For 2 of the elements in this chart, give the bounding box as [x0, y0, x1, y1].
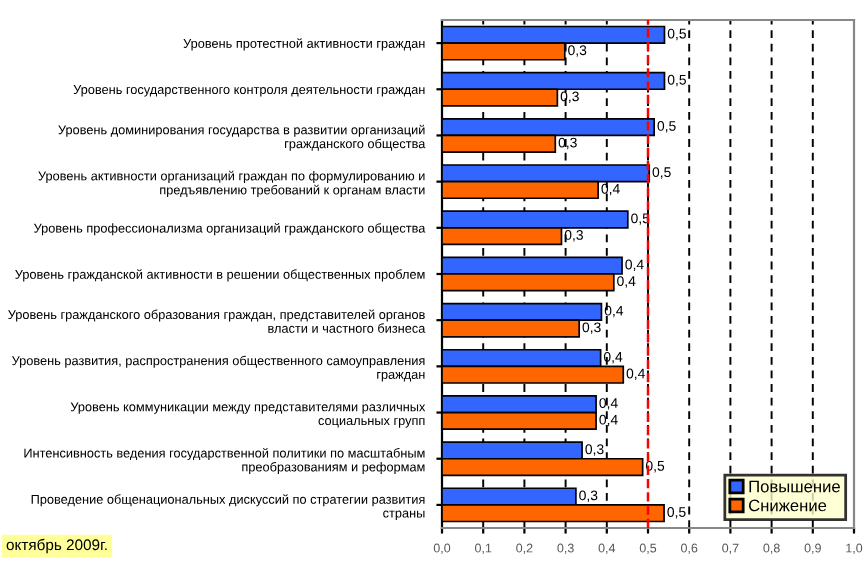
legend-label: Снижение	[749, 499, 827, 512]
legend-label: Повышение	[749, 480, 840, 493]
